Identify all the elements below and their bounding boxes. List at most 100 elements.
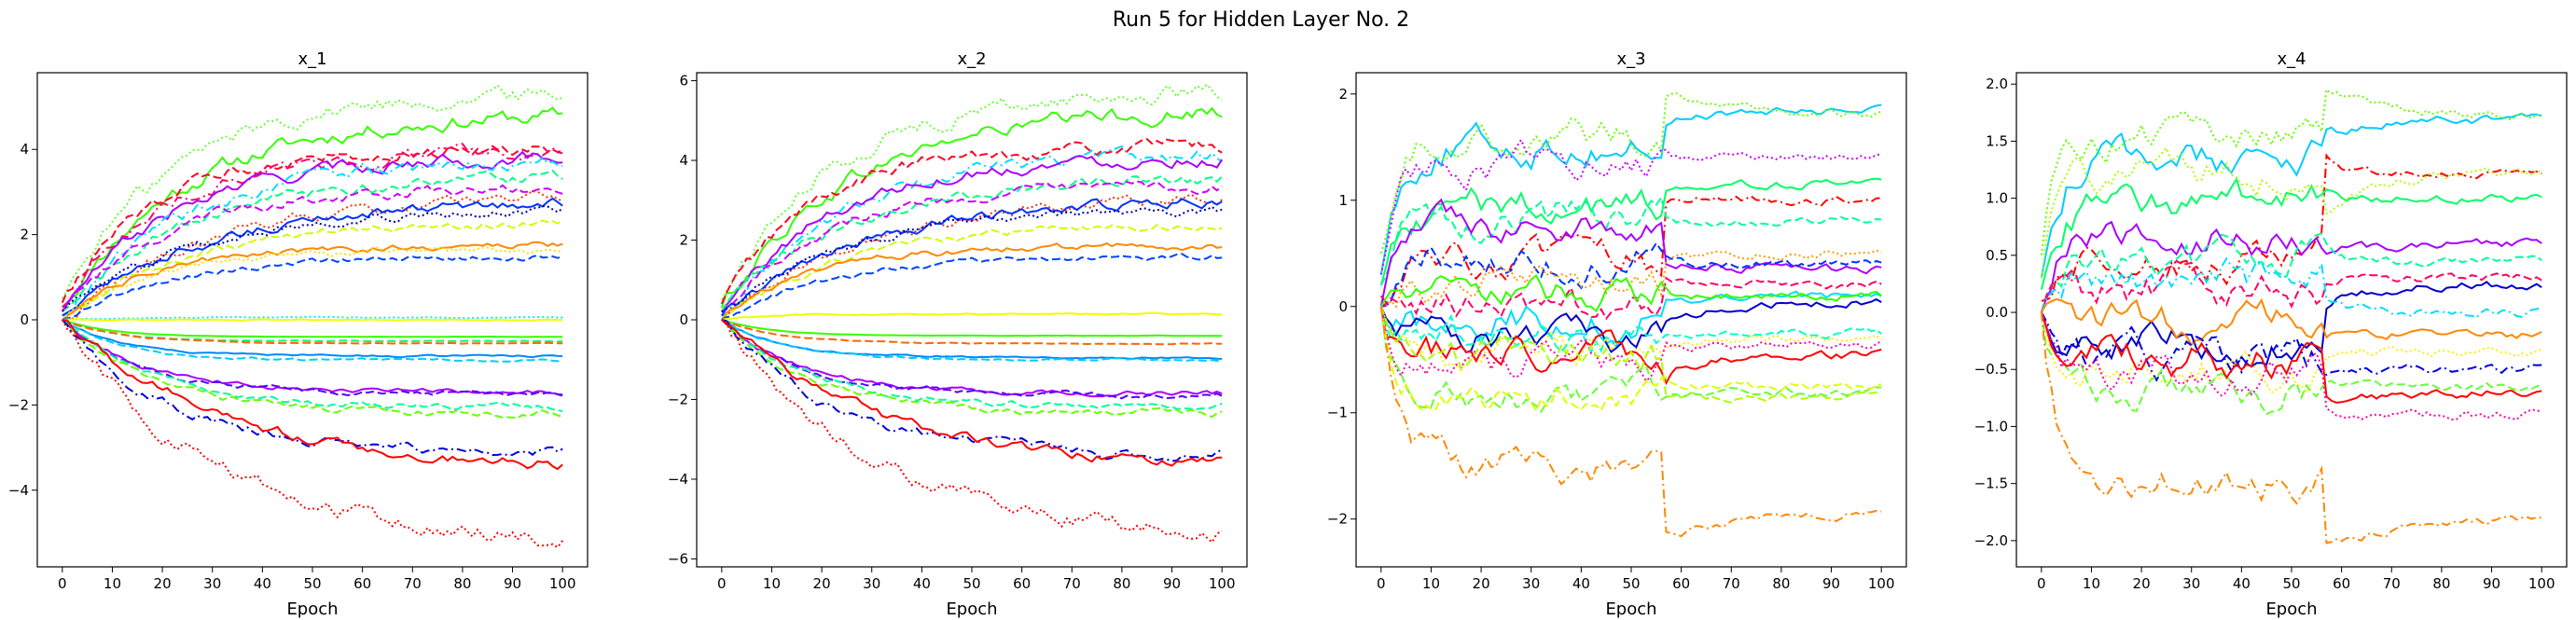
series-group [1379,91,1882,538]
series-line [1379,306,1882,354]
x-tick-label: 60 [1013,575,1031,592]
x-tick-label: 0 [58,575,67,592]
series-line [62,319,563,412]
series-line [62,254,563,321]
x-axis-label: Epoch [286,599,338,619]
series-line [720,83,1223,301]
series-line [1380,276,1882,321]
x-tick-label: 60 [2333,575,2350,592]
panel-title: x_1 [298,49,326,69]
series-line [721,311,1223,321]
series-line [61,319,564,549]
y-tick-label: −4 [8,482,29,499]
series-line [62,319,563,420]
y-tick-label: −1.5 [1974,475,2008,492]
series-line [721,319,1223,363]
x-tick-label: 20 [154,575,172,592]
series-line [721,223,1223,321]
series-line [721,193,1223,321]
x-tick-label: 70 [404,575,422,592]
y-tick-label: 4 [20,141,29,158]
series-line [721,319,1223,360]
series-line [62,106,563,309]
series-line [62,190,563,321]
series-line [62,169,563,312]
series-line [2040,259,2542,313]
x-tick-label: 80 [1772,575,1790,592]
x-tick-label: 70 [2383,575,2401,592]
series-line [1379,306,1882,386]
x-tick-label: 80 [453,575,471,592]
series-line [2040,256,2542,319]
series-line [1379,91,1882,255]
x-tick-label: 40 [1572,575,1590,592]
series-line [62,246,563,321]
series-line [1379,306,1882,404]
x-tick-label: 0 [2037,575,2046,592]
x-tick-label: 40 [913,575,931,592]
y-tick-label: 4 [679,152,688,169]
x-tick-label: 10 [2083,575,2100,592]
x-tick-label: 20 [813,575,831,592]
y-tick-label: −1.0 [1974,418,2008,434]
series-line [721,253,1223,321]
x-tick-label: 40 [254,575,271,592]
series-line [1379,274,1882,313]
y-tick-label: −2 [668,391,688,407]
x-tick-label: 30 [203,575,221,592]
x-axis-label: Epoch [946,599,997,619]
x-tick-label: 60 [1672,575,1690,592]
series-line [720,155,1224,313]
y-tick-label: −6 [668,550,688,567]
series-line [721,319,1223,400]
panel-1: x_1 0 10 20 30 40 50 60 70 80 90 100 −4 −2 0 2 4 Epoch [8,49,589,619]
x-tick-label: 100 [2528,575,2555,592]
x-tick-label: 50 [303,575,321,592]
series-line [1379,195,1882,286]
series-line [61,150,563,312]
x-tick-label: 10 [1422,575,1440,592]
series-line [1379,306,1882,375]
series-line [2040,311,2542,382]
series-line [62,241,563,321]
panel-3: x_3 0 10 20 30 40 50 60 70 80 90 100 −2 −1 0 1 2 Epoch [1327,49,1907,619]
series-line [721,180,1223,313]
series-line [1379,306,1882,413]
y-tick-label: 2 [679,232,688,249]
series-line [62,319,563,363]
x-axis-label: Epoch [2265,599,2317,619]
series-line [720,198,1223,317]
series-line [2040,232,2542,313]
x-tick-label: 80 [2432,575,2450,592]
x-tick-label: 70 [1723,575,1740,592]
panel-title: x_2 [957,49,986,69]
y-tick-label: −2 [1327,511,1348,528]
series-line [2040,311,2542,394]
x-axis-label: Epoch [1605,599,1656,619]
y-tick-label: 0.0 [1986,304,2008,321]
series-line [721,319,1223,398]
y-tick-label: 2 [1338,86,1348,103]
series-line [2040,311,2542,421]
series-line [2040,145,2542,279]
series-line [1379,306,1882,414]
series-line [720,174,1223,312]
series-line [2040,281,2542,368]
x-tick-label: 10 [763,575,781,592]
y-tick-label: 0 [679,311,688,328]
series-line [2040,88,2542,255]
y-tick-label: −1 [1327,405,1348,421]
series-line [2041,153,2542,302]
x-tick-label: 50 [1622,575,1640,592]
x-tick-label: 50 [963,575,980,592]
series-line [1379,306,1882,538]
y-tick-label: 1.0 [1986,190,2008,207]
x-tick-label: 30 [863,575,880,592]
series-line [62,219,563,321]
x-tick-label: 100 [1209,575,1236,592]
x-tick-label: 30 [2182,575,2200,592]
x-tick-label: 70 [1063,575,1081,592]
x-tick-label: 100 [1868,575,1895,592]
series-line [62,319,563,457]
panel-title: x_3 [1616,49,1645,69]
